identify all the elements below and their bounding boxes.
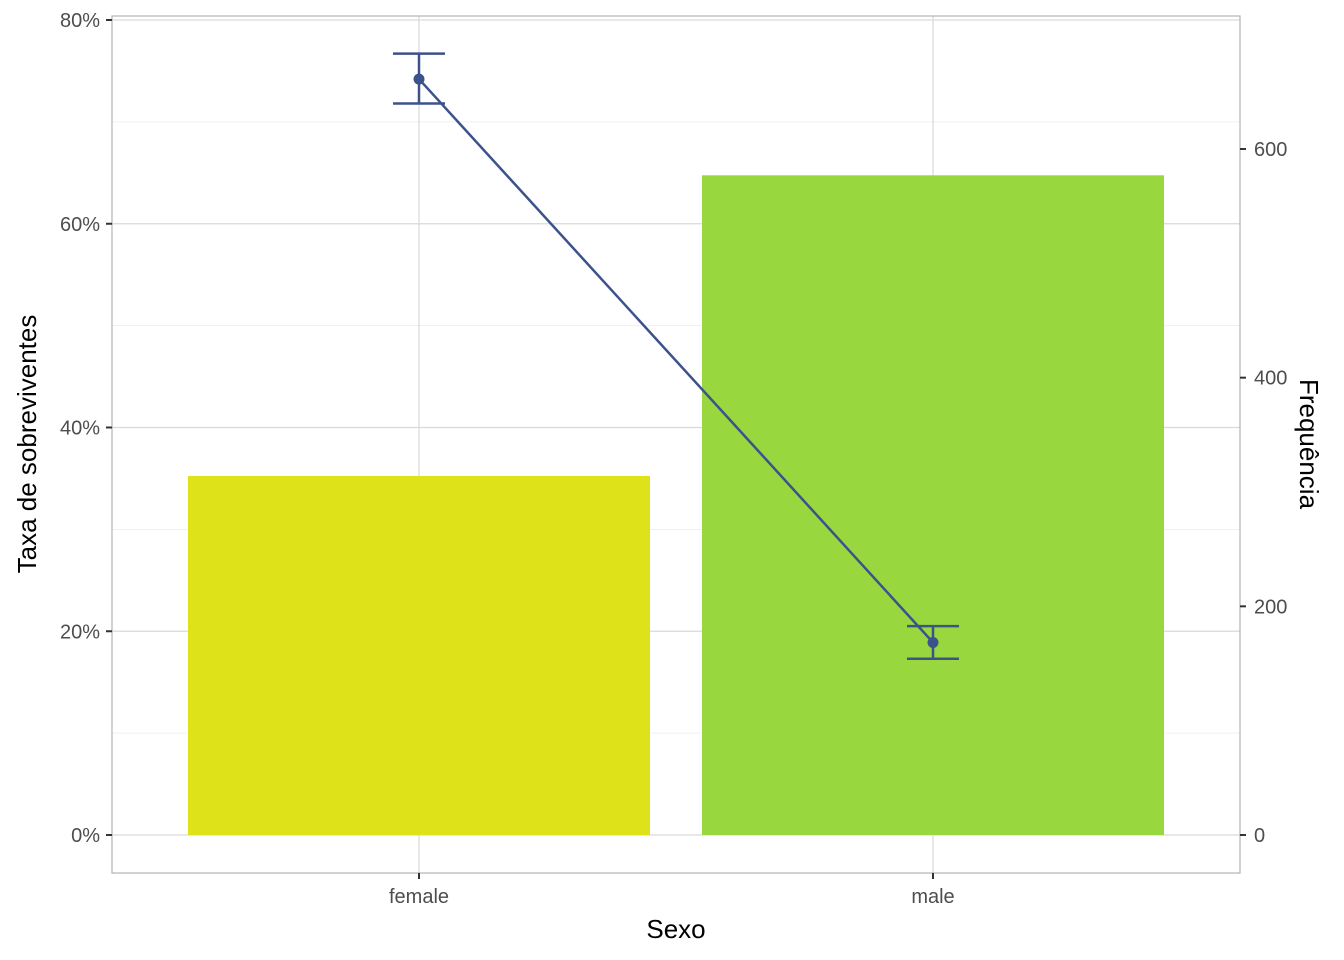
right-y-tick-label: 600 — [1254, 139, 1287, 161]
point-male — [927, 636, 939, 648]
right-y-axis: 0 200 400 600 — [1240, 139, 1287, 847]
left-y-axis: 0% 20% 40% 60% 80% — [60, 10, 112, 847]
bar-female — [188, 475, 650, 835]
right-y-tick-label: 400 — [1254, 368, 1287, 390]
right-y-tick-label: 200 — [1254, 596, 1287, 618]
left-y-tick-label: 40% — [60, 418, 100, 440]
left-y-tick-label: 80% — [60, 10, 100, 32]
point-female — [413, 73, 425, 85]
x-axis-title: Sexo — [646, 914, 705, 944]
x-axis: female male — [389, 873, 955, 908]
survival-rate-line — [418, 78, 934, 644]
x-tick-label-male: male — [911, 886, 954, 908]
x-tick-label-female: female — [389, 886, 449, 908]
left-y-tick-label: 20% — [60, 621, 100, 643]
survival-rate-series — [393, 52, 959, 661]
right-y-axis-title: Frequência — [1294, 379, 1324, 510]
left-y-axis-title: Taxa de sobreviventes — [12, 315, 42, 574]
bar-male — [702, 175, 1164, 836]
left-y-tick-label: 0% — [71, 825, 100, 847]
frequency-bars — [188, 175, 1164, 836]
right-y-tick-label: 0 — [1254, 825, 1265, 847]
panel-border — [111, 15, 1241, 874]
left-y-tick-label: 60% — [60, 214, 100, 236]
